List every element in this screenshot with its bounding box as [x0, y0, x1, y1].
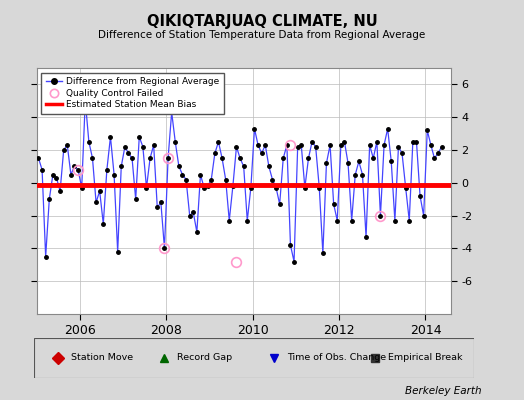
Text: QIKIQTARJUAQ CLIMATE, NU: QIKIQTARJUAQ CLIMATE, NU [147, 14, 377, 29]
Text: Empirical Break: Empirical Break [388, 354, 463, 362]
Text: Difference of Station Temperature Data from Regional Average: Difference of Station Temperature Data f… [99, 30, 425, 40]
Text: Record Gap: Record Gap [177, 354, 232, 362]
Legend: Difference from Regional Average, Quality Control Failed, Estimated Station Mean: Difference from Regional Average, Qualit… [41, 72, 224, 114]
Text: Time of Obs. Change: Time of Obs. Change [287, 354, 386, 362]
Text: Berkeley Earth: Berkeley Earth [406, 386, 482, 396]
Text: Station Move: Station Move [71, 354, 134, 362]
